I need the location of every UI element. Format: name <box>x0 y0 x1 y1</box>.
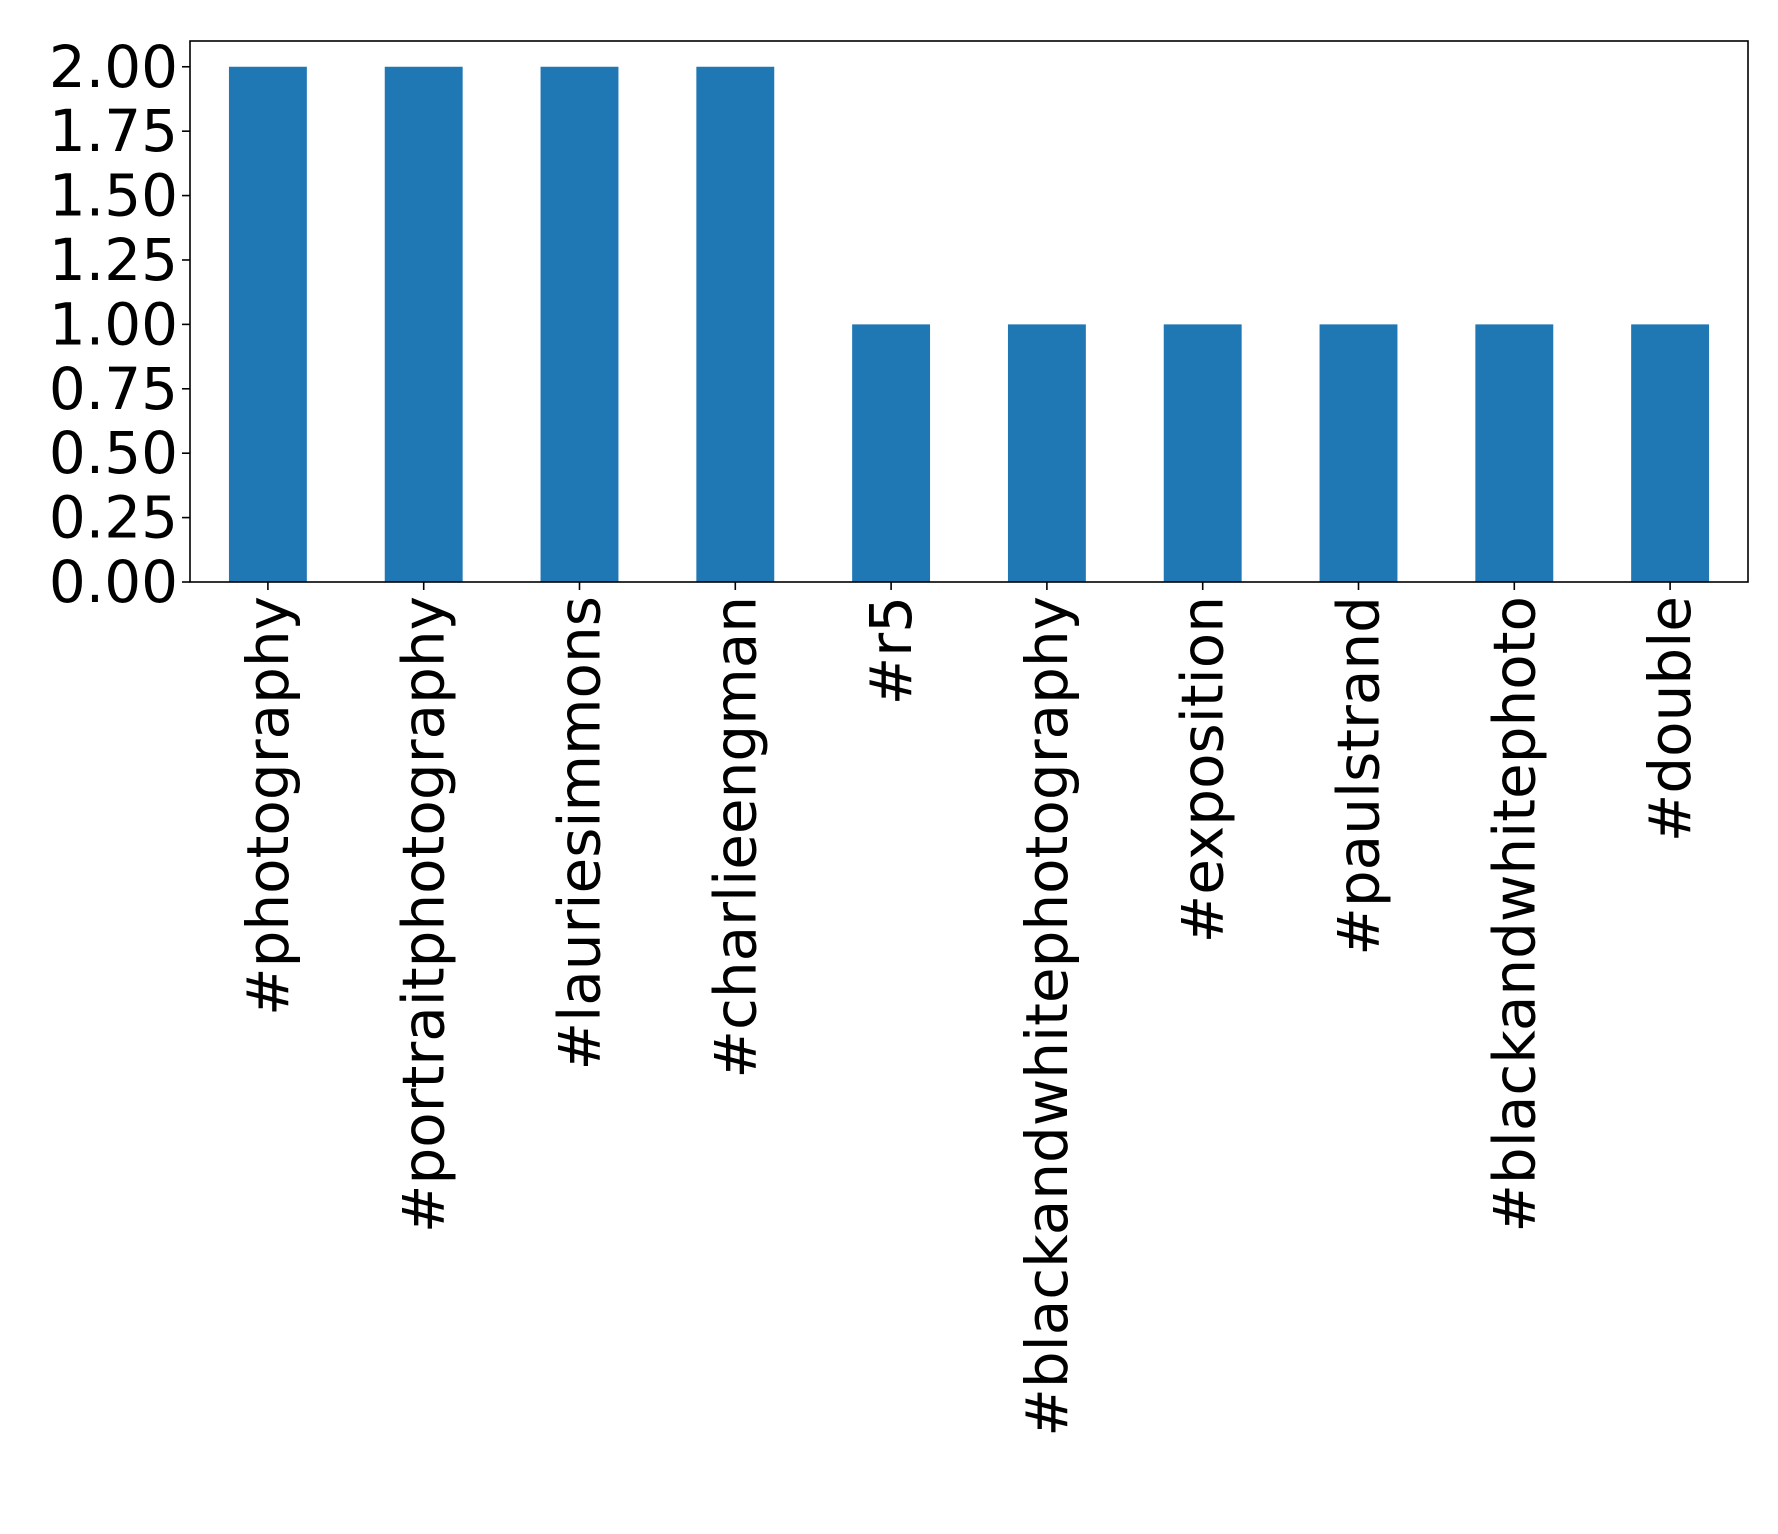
y-tick-label: 1.25 <box>49 226 178 294</box>
y-axis: 0.000.250.500.751.001.251.501.752.00 <box>49 33 190 616</box>
y-tick-label: 0.75 <box>49 355 178 423</box>
bar-paulstrand <box>1319 324 1398 582</box>
bar-exposition <box>1163 324 1242 582</box>
bar-charlieengman <box>696 66 775 582</box>
bar-lauriesimmons <box>540 66 619 582</box>
bar-portraitphotography <box>384 66 463 582</box>
x-tick-label: #lauriesimmons <box>546 596 614 1070</box>
x-tick-label: #photography <box>234 596 302 1016</box>
y-tick-label: 1.50 <box>49 162 178 230</box>
y-tick-label: 0.50 <box>49 419 178 487</box>
x-axis: #photography #portraitphotography #lauries… <box>234 582 1704 1437</box>
x-tick-label: #portraitphotography <box>390 596 458 1233</box>
bar-blackandwhitephotography <box>1007 324 1086 582</box>
bars-group <box>228 66 1710 582</box>
x-tick-label: #double <box>1636 596 1704 842</box>
y-tick-label: 0.25 <box>49 484 178 552</box>
x-tick-label: #blackandwhitephotography <box>1013 596 1081 1437</box>
bar-photography <box>228 66 307 582</box>
x-tick-label: #blackandwhitephoto <box>1480 596 1548 1233</box>
bar-double <box>1631 324 1710 582</box>
y-tick-label: 0.00 <box>49 548 178 616</box>
plot-frame <box>189 40 1749 583</box>
x-tick-label: #exposition <box>1169 596 1237 943</box>
x-tick-label: #paulstrand <box>1325 596 1393 956</box>
x-tick-label: #charlieengman <box>701 596 769 1079</box>
y-tick-label: 1.75 <box>49 97 178 165</box>
y-tick-label: 1.00 <box>49 290 178 358</box>
x-tick-label: #r5 <box>857 596 925 705</box>
y-tick-label: 2.00 <box>49 33 178 101</box>
bar-r5 <box>852 324 931 582</box>
bar-blackandwhitephoto <box>1475 324 1554 582</box>
